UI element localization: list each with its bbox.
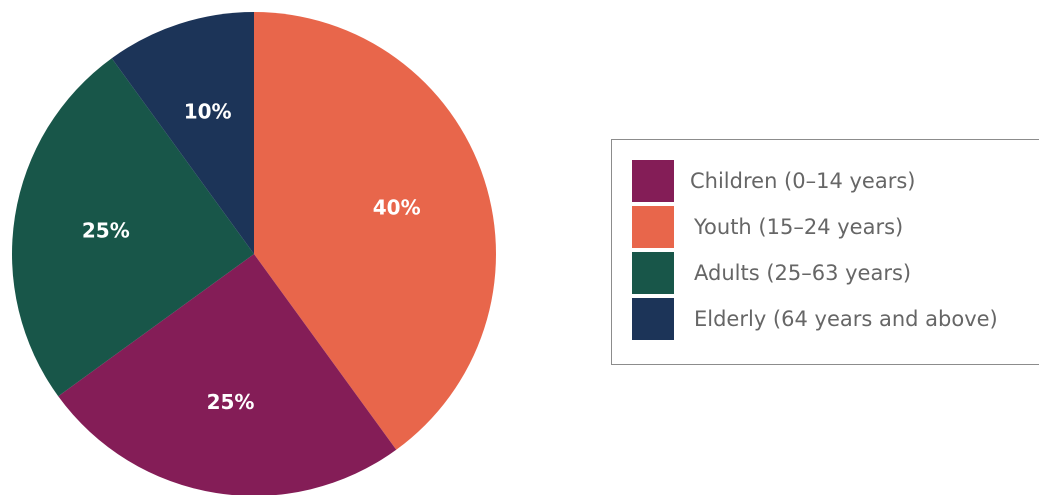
pie-slice-label-adults: 25% (82, 219, 130, 243)
pie-slice-label-youth: 40% (373, 196, 421, 220)
legend-item-adults: Adults (25–63 years) (632, 252, 911, 294)
legend-item-elderly: Elderly (64 years and above) (632, 298, 998, 340)
pie-slice-children (58, 254, 397, 495)
legend-swatch-adults (632, 252, 674, 294)
legend-label-elderly: Elderly (64 years and above) (694, 307, 998, 331)
pie-slices (11, 12, 496, 495)
pie-slice-labels: 40% 25% 25% 10% (82, 99, 421, 414)
pie-slice-youth (254, 12, 496, 450)
legend-item-youth: Youth (15–24 years) (632, 206, 903, 248)
legend-label-youth: Youth (15–24 years) (694, 215, 904, 239)
legend-swatch-youth (632, 206, 674, 248)
chart-legend: Children (0–14 years) Youth (15–24 years… (611, 139, 1039, 365)
legend-label-adults: Adults (25–63 years) (694, 261, 912, 285)
pie-slice-label-children: 25% (207, 390, 255, 414)
pie-slice-elderly (111, 12, 254, 254)
legend-label-children: Children (0–14 years) (690, 169, 916, 193)
pie-slice-label-elderly: 10% (184, 99, 232, 123)
legend-item-children: Children (0–14 years) (632, 160, 915, 202)
pie-slice-adults (11, 58, 254, 397)
legend-swatch-elderly (632, 298, 674, 340)
legend-swatch-children (632, 160, 674, 202)
